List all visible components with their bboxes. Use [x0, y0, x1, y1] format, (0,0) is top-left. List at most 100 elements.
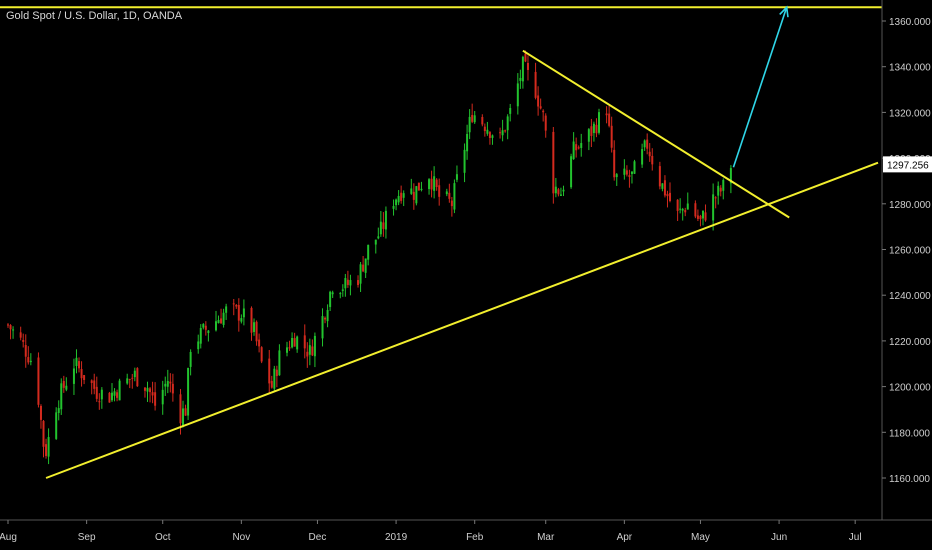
candle-body: [95, 386, 98, 399]
candle-body: [486, 129, 489, 134]
breakout-arrow-head: [779, 5, 789, 18]
candle-body: [80, 369, 83, 379]
candle-body: [562, 189, 565, 192]
price-tick-label: 1220.000: [889, 337, 931, 348]
candle-body: [651, 155, 654, 165]
candle-body: [303, 335, 306, 349]
candle-body: [471, 114, 474, 122]
time-tick-label: Jun: [771, 532, 787, 543]
candle-body: [430, 178, 433, 190]
candle-body: [161, 389, 164, 405]
candle-body: [202, 324, 205, 328]
time-tick-label: Dec: [309, 532, 327, 543]
candle-body: [118, 380, 121, 401]
time-tick-label: Jul: [849, 532, 862, 543]
candle-body: [341, 289, 344, 291]
candle-body: [329, 291, 332, 307]
candle-body: [29, 360, 32, 363]
candle-body: [344, 278, 347, 289]
candle-body: [207, 330, 210, 334]
candle-body: [253, 322, 256, 332]
candle-body: [313, 335, 316, 357]
candle-body: [179, 394, 182, 424]
price-tick-label: 1340.000: [889, 63, 931, 74]
time-tick-label: Aug: [0, 532, 17, 543]
candle-body: [331, 292, 334, 295]
candle-body: [592, 123, 595, 134]
candle-body: [278, 350, 281, 376]
candle-body: [184, 408, 187, 416]
candle-body: [542, 110, 545, 113]
price-tick-label: 1360.000: [889, 17, 931, 28]
time-tick-label: 2019: [385, 532, 408, 543]
candle-body: [676, 199, 679, 211]
candle-body: [113, 391, 116, 396]
candle-body: [453, 183, 456, 210]
candle-body: [428, 179, 431, 190]
candle-body: [384, 210, 387, 230]
candle-body: [468, 116, 471, 133]
candle-body: [524, 53, 527, 62]
candle-body: [395, 199, 398, 206]
candle-body: [615, 174, 618, 178]
candle-body: [75, 357, 78, 367]
candle-body: [417, 182, 420, 191]
candle-body: [126, 378, 129, 384]
price-tick-label: 1320.000: [889, 108, 931, 119]
candle-body: [146, 387, 149, 392]
candle-body: [455, 174, 458, 180]
candle-body: [699, 215, 702, 220]
candle-body: [577, 147, 580, 149]
candle-body: [9, 325, 12, 330]
candle-body: [199, 328, 202, 344]
candle-body: [605, 113, 608, 116]
candle-body: [374, 239, 377, 245]
time-tick-label: Mar: [537, 532, 555, 543]
candle-body: [260, 347, 263, 362]
candle-body: [504, 130, 507, 132]
time-tick-label: Nov: [232, 532, 250, 543]
candle-body: [149, 388, 152, 393]
candle-body: [133, 370, 136, 378]
candle-body: [143, 387, 146, 391]
candle-body: [488, 132, 491, 138]
candle-body: [719, 187, 722, 192]
candle-body: [90, 380, 93, 384]
candle-body: [663, 180, 666, 196]
price-tick-label: 1160.000: [889, 474, 930, 485]
candle-body: [572, 141, 575, 160]
candle-body: [24, 345, 27, 357]
candle-body: [72, 368, 75, 384]
candle-body: [491, 135, 494, 138]
candle-body: [400, 192, 403, 201]
candle-body: [623, 168, 626, 175]
candle-body: [339, 293, 342, 295]
breakout-arrow-line: [732, 7, 788, 168]
price-tick-label: 1180.000: [889, 428, 930, 439]
candle-body: [669, 192, 672, 201]
candle-body: [415, 186, 418, 204]
candle-body: [37, 357, 40, 405]
time-tick-label: May: [691, 532, 710, 543]
candle-body: [661, 183, 664, 189]
candle-body: [712, 194, 715, 221]
candle-body: [237, 304, 240, 321]
time-tick-label: Oct: [155, 532, 171, 543]
candle-body: [39, 405, 42, 420]
candle-body: [570, 156, 573, 188]
candle-body: [367, 244, 370, 260]
candle-body: [481, 117, 484, 125]
candle-body: [222, 312, 225, 325]
candle-body: [509, 108, 512, 114]
price-tick-label: 1260.000: [889, 246, 931, 257]
candle-body: [445, 191, 448, 195]
candle-body: [714, 197, 717, 199]
candles-layer: [7, 50, 732, 465]
candle-body: [306, 351, 309, 357]
candle-body: [78, 361, 81, 369]
candle-body: [100, 389, 103, 400]
candle-body: [275, 369, 278, 377]
candle-body: [169, 381, 172, 384]
